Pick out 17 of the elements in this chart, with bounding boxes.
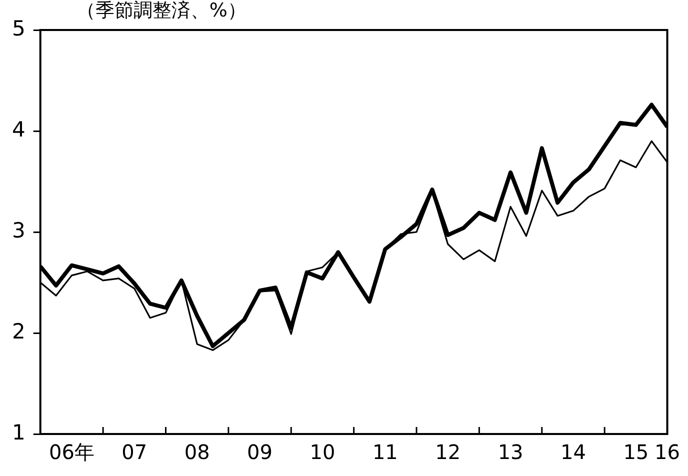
y-tick-label: 4: [12, 117, 26, 142]
x-tick-label: 07: [122, 440, 148, 464]
x-tick-label: 08: [184, 440, 210, 464]
x-tick-label: 12: [435, 440, 461, 464]
y-tick-label: 1: [12, 420, 26, 444]
y-tick-label: 2: [12, 319, 26, 344]
x-tick-label: 14: [560, 440, 586, 464]
y-tick-label: 3: [12, 218, 26, 242]
x-tick-label: 15: [623, 440, 649, 464]
x-tick-label: 16: [654, 440, 680, 464]
x-tick-label: 09: [247, 440, 273, 464]
x-tick-label: 10: [310, 440, 336, 464]
x-tick-label: 13: [498, 440, 524, 464]
x-tick-label: 11: [372, 440, 398, 464]
y-tick-label: 5: [12, 16, 26, 40]
chart-title: （季節調整済、%）: [76, 0, 246, 22]
x-tick-label: 06年: [48, 440, 94, 464]
